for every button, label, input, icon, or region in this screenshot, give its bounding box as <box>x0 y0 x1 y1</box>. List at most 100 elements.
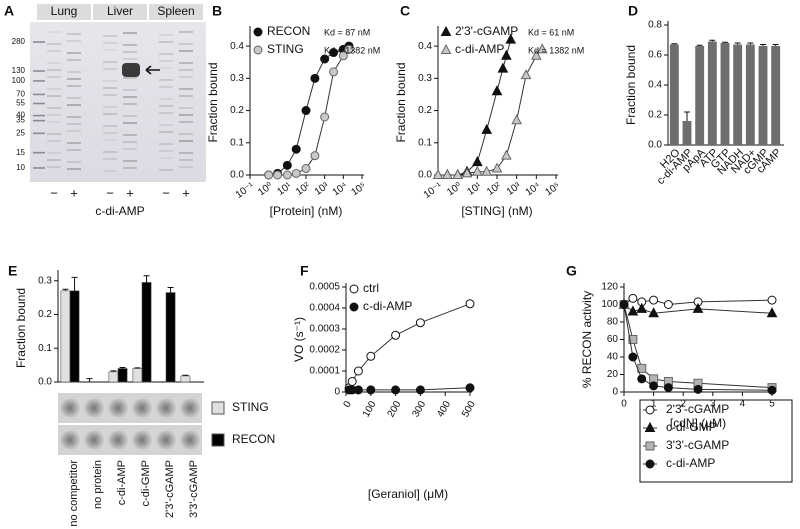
fit-line <box>268 45 350 176</box>
legend-marker <box>349 284 359 294</box>
data-point <box>264 170 274 180</box>
data-point <box>649 381 659 391</box>
x-tick-label: 10⁻¹ <box>422 180 445 201</box>
legend-marker <box>645 441 655 451</box>
error-bar <box>709 39 716 42</box>
legend-marker <box>645 405 655 415</box>
x-tick-label: no protein <box>92 460 104 509</box>
kd-annotation: Kd = 61 nM <box>528 27 574 37</box>
ladder-label: 35 <box>16 116 25 125</box>
error-bar <box>119 366 126 369</box>
x-tick-label: 3 <box>710 399 716 410</box>
panel-letter: D <box>628 3 638 19</box>
lane-sign: + <box>126 185 134 200</box>
data-point <box>432 168 444 179</box>
data-point <box>693 384 703 394</box>
ladder-label: 100 <box>12 76 26 85</box>
y-tick-label: 0.0004 <box>309 303 340 314</box>
spot <box>60 430 80 450</box>
spot <box>156 430 176 450</box>
x-tick-label: 200 <box>386 399 404 419</box>
y-tick-label: 0.4 <box>418 41 432 52</box>
x-tick-label: 0 <box>621 399 627 410</box>
ladder-label: 280 <box>12 37 26 46</box>
lane-sign: + <box>182 185 190 200</box>
y-axis-label: Fraction bound <box>14 288 28 368</box>
y-tick-label: 40 <box>607 352 619 363</box>
y-tick-label: 0.0 <box>418 170 432 181</box>
x-tick-label: 10⁵ <box>349 181 368 199</box>
data-point <box>619 300 629 309</box>
x-tick-label: 2'3'-cGAMP <box>164 460 176 518</box>
data-point <box>273 170 283 180</box>
data-point <box>301 106 311 116</box>
gel-xlabel: c-di-AMP <box>95 204 144 218</box>
y-axis-label: Fraction bound <box>206 62 220 142</box>
spot <box>84 430 104 450</box>
data-point <box>636 302 648 313</box>
y-tick-label: 0.8 <box>648 20 662 31</box>
error-bar <box>110 370 117 372</box>
lane-header-bg <box>149 4 203 20</box>
error-bar <box>772 44 779 46</box>
ladder-label: 25 <box>16 128 25 137</box>
data-point <box>282 170 292 180</box>
legend-label: STING <box>267 42 304 56</box>
x-tick-label: 10¹ <box>275 180 294 198</box>
ladder-label: 10 <box>16 163 25 172</box>
data-point <box>472 156 483 167</box>
spot <box>108 398 128 418</box>
legend-swatch <box>211 401 225 415</box>
data-point <box>649 295 659 305</box>
x-tick-label: 10⁻¹ <box>234 180 257 201</box>
bar <box>141 282 152 383</box>
data-point <box>501 149 512 160</box>
legend-label: c-di-AMP <box>666 456 715 470</box>
data-point <box>415 318 425 328</box>
error-bar <box>143 275 150 283</box>
panel-letter: F <box>300 263 309 279</box>
spot <box>180 398 200 418</box>
fit-line <box>268 49 350 176</box>
x-tick-label: 500 <box>460 399 478 419</box>
y-tick-label: 0 <box>612 387 618 398</box>
x-tick-label: 3'3'-cGAMP <box>188 460 200 518</box>
bar <box>771 46 781 145</box>
x-tick-label: c-di-GMP <box>140 460 152 506</box>
x-tick-label: no competitor <box>68 460 80 527</box>
x-tick-label: 10⁰ <box>256 181 275 199</box>
y-tick-label: 0.3 <box>230 73 244 84</box>
lane-header: Lung <box>51 4 78 18</box>
data-point <box>628 352 638 362</box>
x-tick-label: 10² <box>485 180 504 198</box>
data-point <box>472 165 483 176</box>
data-point <box>310 151 320 161</box>
legend-label: 3'3'-cGAMP <box>666 438 729 452</box>
data-point <box>301 164 311 174</box>
panel-letter: E <box>8 263 17 279</box>
x-tick-label: 1 <box>651 399 657 410</box>
error-bar <box>734 42 741 45</box>
legend-label: RECON <box>232 432 275 446</box>
legend-marker <box>253 27 263 37</box>
legend-label: ctrl <box>363 281 379 295</box>
target-band <box>122 63 140 77</box>
y-tick-label: 0.1 <box>230 137 244 148</box>
y-tick-label: 100 <box>601 299 618 310</box>
data-point <box>320 54 330 64</box>
y-tick-label: 0.0 <box>648 140 662 151</box>
bar <box>733 44 743 145</box>
data-point <box>366 385 376 395</box>
legend-marker <box>440 25 452 36</box>
y-tick-label: 0.0 <box>230 170 244 181</box>
bar <box>745 44 755 145</box>
legend-label: 2'3'-cGAMP <box>666 402 729 416</box>
legend-label: 2'3'-cGAMP <box>455 24 518 38</box>
y-tick-label: 0.0001 <box>309 366 340 377</box>
data-point <box>415 385 425 395</box>
kd-annotation: Kd = 1382 nM <box>528 45 584 55</box>
bar <box>758 46 768 145</box>
data-point <box>627 305 639 316</box>
error-bar <box>722 41 728 43</box>
